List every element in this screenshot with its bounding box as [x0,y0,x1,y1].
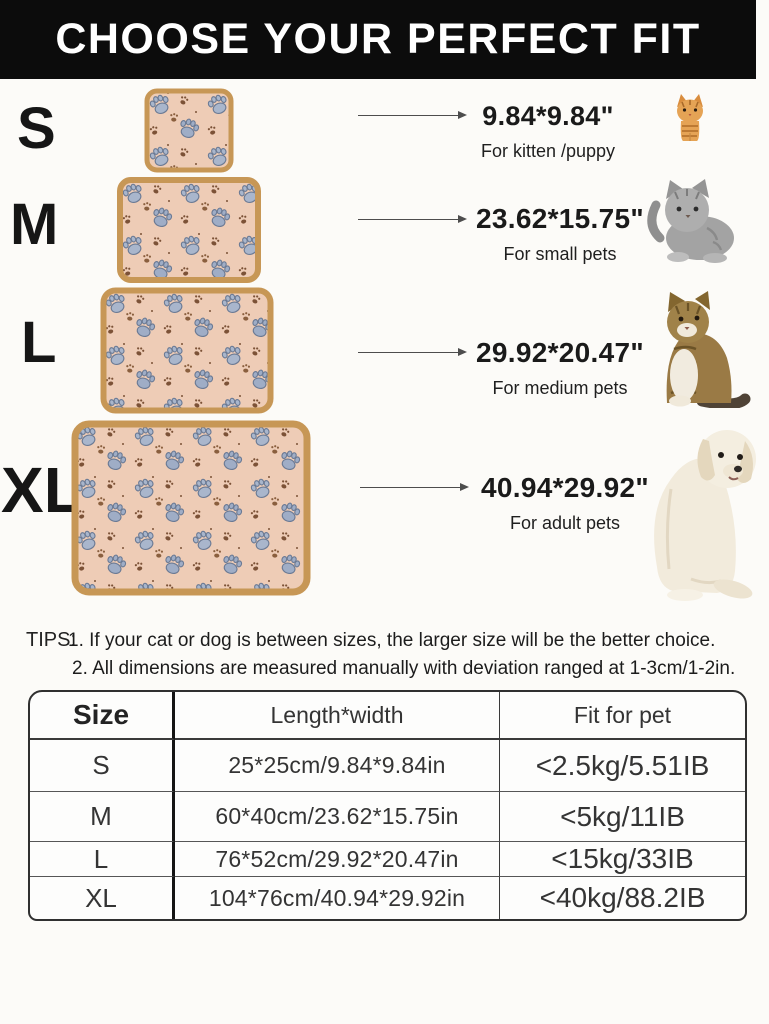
arrow-l-icon [358,347,467,356]
table-row-s-size: S [30,740,175,792]
tip-line-1: 1. If your cat or dog is between sizes, … [68,630,716,651]
table-row-s-dim: 25*25cm/9.84*9.84in [175,740,500,792]
table-row-xl-dim: 104*76cm/40.94*29.92in [175,877,500,919]
table-row-m-dim: 60*40cm/23.62*15.75in [175,792,500,842]
size-label-s: S [17,96,56,161]
tips-heading: TIPS: [26,629,77,651]
table-header-length-width: Length*width [175,692,500,740]
tabby-cat-image [666,291,751,408]
dimension-caption-l: For medium pets [492,378,628,398]
dimension-caption-s: For kitten /puppy [480,141,616,161]
mat-image-l [100,287,274,414]
table-row-xl-size: XL [30,877,175,919]
header-banner: CHOOSE YOUR PERFECT FIT [0,0,756,79]
page-title: CHOOSE YOUR PERFECT FIT [55,15,701,63]
size-label-m: M [10,192,59,257]
arrow-s-icon [358,110,467,119]
table-row-m-size: M [30,792,175,842]
table-row-m-fit: <5kg/11IB [500,792,745,842]
dimension-value-s: 9.84*9.84" [482,101,614,131]
tip-line-2: 2. All dimensions are measured manually … [72,658,736,679]
white-dog-image [654,430,756,601]
arrow-m-icon [358,214,467,223]
dimension-caption-m: For small pets [503,244,617,264]
mat-image-m [117,177,261,283]
gray-kitten-image [647,179,734,263]
table-header-fit-for-pet: Fit for pet [500,692,745,740]
mat-image-s [144,88,234,173]
table-row-l-dim: 76*52cm/29.92*20.47in [175,842,500,877]
dimension-block-xl: 40.94*29.92" For adult pets [455,472,675,534]
table-row-xl-fit: <40kg/88.2IB [539,882,706,913]
dimension-caption-xl: For adult pets [509,513,621,533]
orange-kitten-image [677,94,703,141]
dimension-value-xl: 40.94*29.92" [481,472,649,503]
size-label-l: L [21,310,57,375]
table-row-l-size: L [30,842,175,877]
mat-image-xl [71,420,311,596]
dimension-block-l: 29.92*20.47" For medium pets [450,337,670,399]
dimension-value-m: 23.62*15.75" [476,203,644,234]
size-table: Size Length*width Fit for pet S 25*25cm/… [28,690,747,921]
dimension-block-m: 23.62*15.75" For small pets [450,203,670,265]
table-row-l-fit: <15kg/33IB [500,842,745,877]
arrow-xl-icon [360,482,469,491]
dimension-value-l: 29.92*20.47" [476,337,644,368]
table-header-size: Size [30,692,175,740]
size-label-xl: XL [1,454,83,526]
dimension-block-s: 9.84*9.84" For kitten /puppy [438,101,658,162]
table-row-s-fit: <2.5kg/5.51IB [500,740,745,792]
